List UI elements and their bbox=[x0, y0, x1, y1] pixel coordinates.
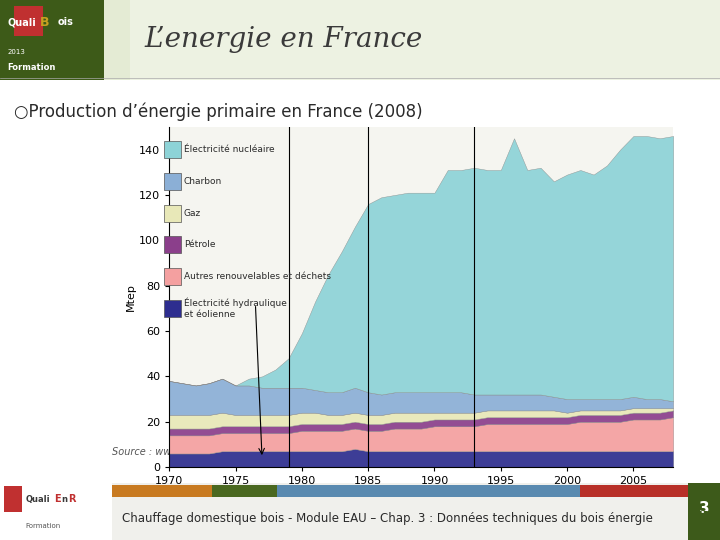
Text: Quali: Quali bbox=[25, 495, 50, 504]
Text: R: R bbox=[68, 494, 76, 504]
Text: n: n bbox=[61, 495, 67, 504]
Bar bbox=[688, 483, 720, 540]
Bar bbox=[163, 268, 181, 285]
Text: Électricité hydraulique
et éolienne: Électricité hydraulique et éolienne bbox=[184, 298, 287, 319]
Bar bbox=[4, 486, 22, 512]
Bar bbox=[14, 5, 43, 36]
Text: ○Production d’énergie primaire en France (2008): ○Production d’énergie primaire en France… bbox=[14, 102, 423, 120]
Text: Électricité nucléaire: Électricité nucléaire bbox=[184, 145, 274, 154]
Text: Source : www.industrie.gouv.fr: Source : www.industrie.gouv.fr bbox=[112, 447, 261, 457]
Bar bbox=[212, 485, 277, 497]
Bar bbox=[163, 173, 181, 190]
Text: ”: ” bbox=[694, 510, 710, 535]
Text: Formation: Formation bbox=[25, 523, 60, 529]
Bar bbox=[0, 0, 104, 80]
Text: E: E bbox=[54, 494, 60, 504]
Bar bbox=[130, 0, 720, 80]
Text: ois: ois bbox=[58, 17, 73, 28]
Text: Chauffage domestique bois - Module EAU – Chap. 3 : Données techniques du bois én: Chauffage domestique bois - Module EAU –… bbox=[122, 512, 653, 525]
Bar bbox=[112, 485, 212, 497]
Text: Pétrole: Pétrole bbox=[184, 240, 215, 249]
Bar bbox=[0, 483, 112, 540]
Bar bbox=[277, 485, 580, 497]
Bar bbox=[163, 300, 181, 317]
Bar bbox=[163, 205, 181, 221]
Text: Autres renouvelables et déchets: Autres renouvelables et déchets bbox=[184, 272, 331, 281]
Text: B: B bbox=[40, 16, 49, 29]
Bar bbox=[580, 485, 709, 497]
Y-axis label: Mtep: Mtep bbox=[126, 283, 136, 311]
Text: Quali: Quali bbox=[7, 17, 36, 28]
Text: Charbon: Charbon bbox=[184, 177, 222, 186]
Bar bbox=[163, 237, 181, 253]
Text: L’energie en France: L’energie en France bbox=[144, 26, 422, 53]
Text: 3: 3 bbox=[699, 501, 709, 516]
Bar bbox=[163, 141, 181, 158]
Text: 2013: 2013 bbox=[7, 49, 25, 55]
Text: Formation: Formation bbox=[7, 63, 55, 72]
Text: Gaz: Gaz bbox=[184, 208, 202, 218]
